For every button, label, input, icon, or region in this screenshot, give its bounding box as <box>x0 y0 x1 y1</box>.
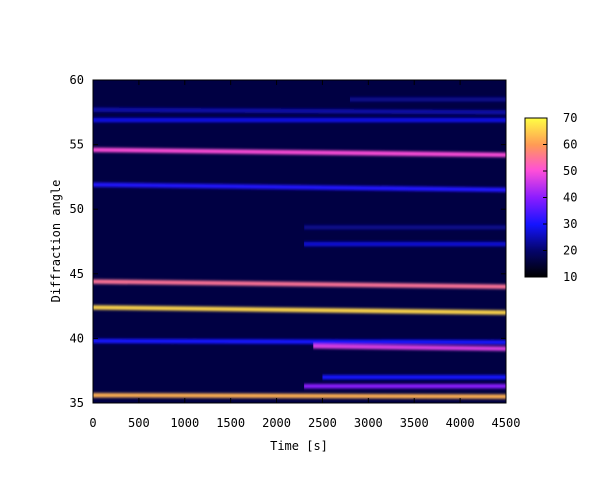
y-tick-label: 40 <box>70 331 84 345</box>
heatmap-bands <box>93 97 506 399</box>
y-tick-label: 55 <box>70 138 84 152</box>
heatmap-band-4 <box>313 343 506 351</box>
colorbar-tick-label: 40 <box>563 191 577 205</box>
colorbar-tick-label: 50 <box>563 164 577 178</box>
y-tick-label: 50 <box>70 202 84 216</box>
y-tick-label: 45 <box>70 267 84 281</box>
colorbar-tick-label: 10 <box>563 270 577 284</box>
x-tick-label: 500 <box>128 416 150 430</box>
x-tick-label: 1500 <box>216 416 245 430</box>
colorbar-axis: 10 20 30 40 50 60 70 <box>543 111 577 284</box>
x-tick-label: 4000 <box>446 416 475 430</box>
plot-area <box>93 80 506 403</box>
heatmap-band-8 <box>304 225 506 230</box>
heatmap-band-0 <box>93 393 506 399</box>
x-tick-label: 1000 <box>170 416 199 430</box>
x-axis-title: Time [s] <box>270 439 328 453</box>
heatmap-band-5 <box>93 305 506 315</box>
x-tick-label: 3000 <box>354 416 383 430</box>
heatmap-band-12 <box>93 107 506 115</box>
x-tick-label: 3500 <box>400 416 429 430</box>
heatmap-band-9 <box>93 182 506 193</box>
heatmap-band-1 <box>304 384 506 389</box>
x-tick-label: 2500 <box>308 416 337 430</box>
y-tick-label: 60 <box>70 73 84 87</box>
y-axis-title: Diffraction angle <box>49 180 63 303</box>
heatmap-band-11 <box>93 117 506 123</box>
heatmap-band-3 <box>93 338 506 345</box>
x-tick-label: 4500 <box>492 416 521 430</box>
heatmap-band-6 <box>93 279 506 289</box>
colorbar-tick-label: 70 <box>563 111 577 125</box>
y-axis: 35 40 45 50 55 60 <box>70 73 506 410</box>
colorbar-tick-label: 20 <box>563 244 577 258</box>
x-tick-label: 0 <box>89 416 96 430</box>
heatmap-band-7 <box>304 241 506 247</box>
colorbar-tick-label: 30 <box>563 217 577 231</box>
heatmap-band-2 <box>322 374 506 380</box>
plot-border <box>92 79 507 404</box>
y-tick-label: 35 <box>70 396 84 410</box>
x-tick-label: 2000 <box>262 416 291 430</box>
heatmap-band-13 <box>349 97 506 102</box>
heatmap-band-10 <box>93 147 506 158</box>
colorbar-tick-label: 60 <box>563 138 577 152</box>
x-axis: 0 500 1000 1500 2000 2500 3000 3500 4000 4500 <box>89 80 520 430</box>
